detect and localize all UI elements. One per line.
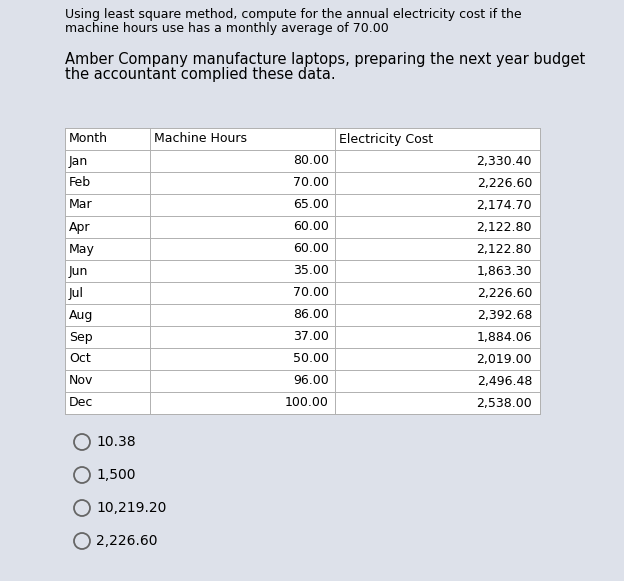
Text: Aug: Aug <box>69 309 94 321</box>
Text: Month: Month <box>69 132 108 145</box>
Text: Jul: Jul <box>69 286 84 299</box>
Text: 60.00: 60.00 <box>293 242 329 256</box>
Text: 70.00: 70.00 <box>293 177 329 189</box>
Text: 1,863.30: 1,863.30 <box>477 264 532 278</box>
Text: 2,174.70: 2,174.70 <box>476 199 532 211</box>
Text: Amber Company manufacture laptops, preparing the next year budget: Amber Company manufacture laptops, prepa… <box>65 52 585 67</box>
Text: 2,122.80: 2,122.80 <box>477 242 532 256</box>
Text: 2,226.60: 2,226.60 <box>477 286 532 299</box>
Text: 2,019.00: 2,019.00 <box>476 353 532 365</box>
Text: 65.00: 65.00 <box>293 199 329 211</box>
Text: 50.00: 50.00 <box>293 353 329 365</box>
Text: 2,226.60: 2,226.60 <box>96 534 157 548</box>
Text: 86.00: 86.00 <box>293 309 329 321</box>
Text: Machine Hours: Machine Hours <box>154 132 247 145</box>
Bar <box>65 128 540 414</box>
Text: 70.00: 70.00 <box>293 286 329 299</box>
Text: Electricity Cost: Electricity Cost <box>339 132 433 145</box>
Text: 2,538.00: 2,538.00 <box>476 396 532 410</box>
Text: 80.00: 80.00 <box>293 155 329 167</box>
Text: 35.00: 35.00 <box>293 264 329 278</box>
Text: Using least square method, compute for the annual electricity cost if the: Using least square method, compute for t… <box>65 8 522 21</box>
Text: Mar: Mar <box>69 199 92 211</box>
Text: 37.00: 37.00 <box>293 331 329 343</box>
Text: Sep: Sep <box>69 331 92 343</box>
Text: May: May <box>69 242 95 256</box>
Text: 1,884.06: 1,884.06 <box>476 331 532 343</box>
Text: Nov: Nov <box>69 375 94 388</box>
Text: 2,122.80: 2,122.80 <box>477 221 532 234</box>
Text: 10.38: 10.38 <box>96 435 135 449</box>
Text: 10,219.20: 10,219.20 <box>96 501 167 515</box>
Text: the accountant complied these data.: the accountant complied these data. <box>65 67 336 82</box>
Text: 2,226.60: 2,226.60 <box>477 177 532 189</box>
Text: 2,392.68: 2,392.68 <box>477 309 532 321</box>
Text: 1,500: 1,500 <box>96 468 135 482</box>
Text: 60.00: 60.00 <box>293 221 329 234</box>
Text: Jan: Jan <box>69 155 88 167</box>
Text: machine hours use has a monthly average of 70.00: machine hours use has a monthly average … <box>65 22 389 35</box>
Text: 100.00: 100.00 <box>285 396 329 410</box>
Text: Jun: Jun <box>69 264 89 278</box>
Text: 96.00: 96.00 <box>293 375 329 388</box>
Text: Feb: Feb <box>69 177 91 189</box>
Text: Dec: Dec <box>69 396 94 410</box>
Text: Oct: Oct <box>69 353 90 365</box>
Text: 2,330.40: 2,330.40 <box>477 155 532 167</box>
Text: 2,496.48: 2,496.48 <box>477 375 532 388</box>
Text: Apr: Apr <box>69 221 90 234</box>
